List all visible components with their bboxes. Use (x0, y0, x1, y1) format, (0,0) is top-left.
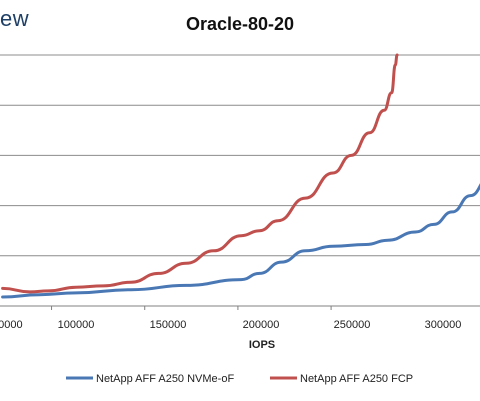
brand-logo-fragment: ew (0, 6, 30, 31)
gridlines (0, 54, 480, 310)
x-tick-label: 250000 (334, 319, 371, 331)
legend-item: NetApp AFF A250 FCP (270, 373, 413, 385)
x-tick-label: 100000 (58, 319, 95, 331)
x-tick-label: 300000 (425, 319, 462, 331)
series-line-fcp (1, 53, 399, 294)
chart-title: Oracle-80-20 (185, 14, 295, 34)
legend-label: NetApp AFF A250 NVMe-oF (96, 373, 234, 385)
x-tick-label: 150000 (150, 319, 187, 331)
x-tick-labels: 100000 150000 200000 250000 300000 50000 (0, 319, 461, 331)
x-tick-label: 200000 (243, 319, 280, 331)
legend-item: NetApp AFF A250 NVMe-oF (66, 373, 234, 385)
legend-label: NetApp AFF A250 FCP (300, 373, 413, 385)
series-line-nvme-of (1, 183, 480, 299)
x-tick-label-partial: 50000 (0, 319, 23, 331)
x-axis-title: IOPS (249, 339, 275, 351)
series-layer (1, 53, 480, 299)
legend: NetApp AFF A250 NVMe-oF NetApp AFF A250 F… (66, 373, 413, 385)
